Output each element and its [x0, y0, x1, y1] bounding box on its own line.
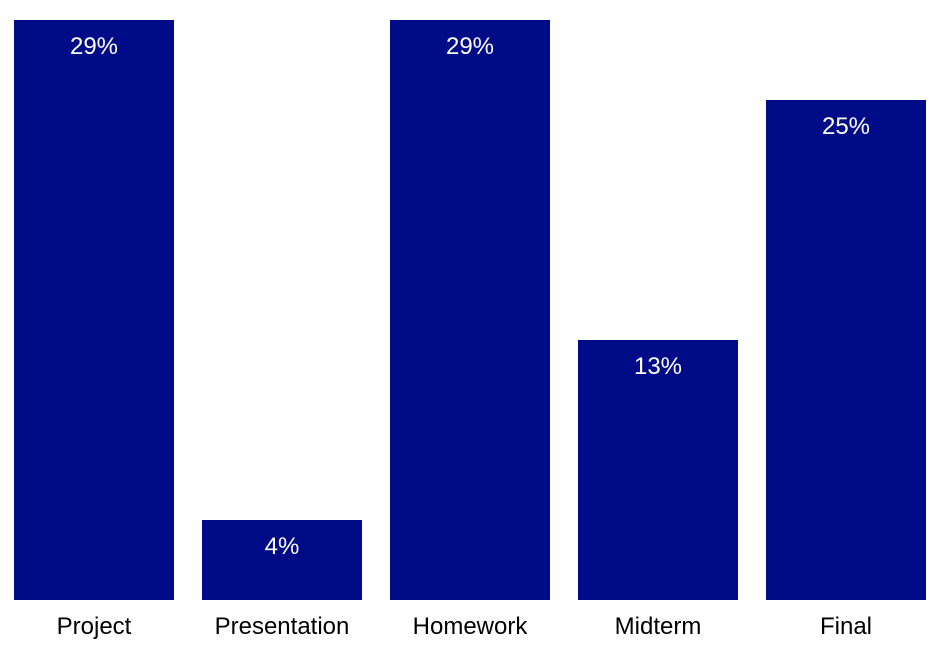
- value-label-project: 29%: [70, 33, 118, 60]
- value-label-final: 25%: [822, 113, 870, 140]
- category-label-midterm: Midterm: [615, 613, 702, 640]
- value-labels-group: 29% 4% 29% 13% 25%: [70, 33, 870, 560]
- category-labels-group: Project Presentation Homework Midterm Final: [57, 613, 872, 640]
- bar-homework: [390, 20, 550, 600]
- value-label-midterm: 13%: [634, 353, 682, 380]
- bar-final: [766, 100, 926, 600]
- bar-midterm: [578, 340, 738, 600]
- category-label-presentation: Presentation: [215, 613, 350, 640]
- bar-project: [14, 20, 174, 600]
- bars-group: [14, 20, 926, 600]
- category-label-final: Final: [820, 613, 872, 640]
- bar-presentation: [202, 520, 362, 600]
- category-label-homework: Homework: [413, 613, 529, 640]
- category-label-project: Project: [57, 613, 132, 640]
- value-label-homework: 29%: [446, 33, 494, 60]
- value-label-presentation: 4%: [265, 533, 300, 560]
